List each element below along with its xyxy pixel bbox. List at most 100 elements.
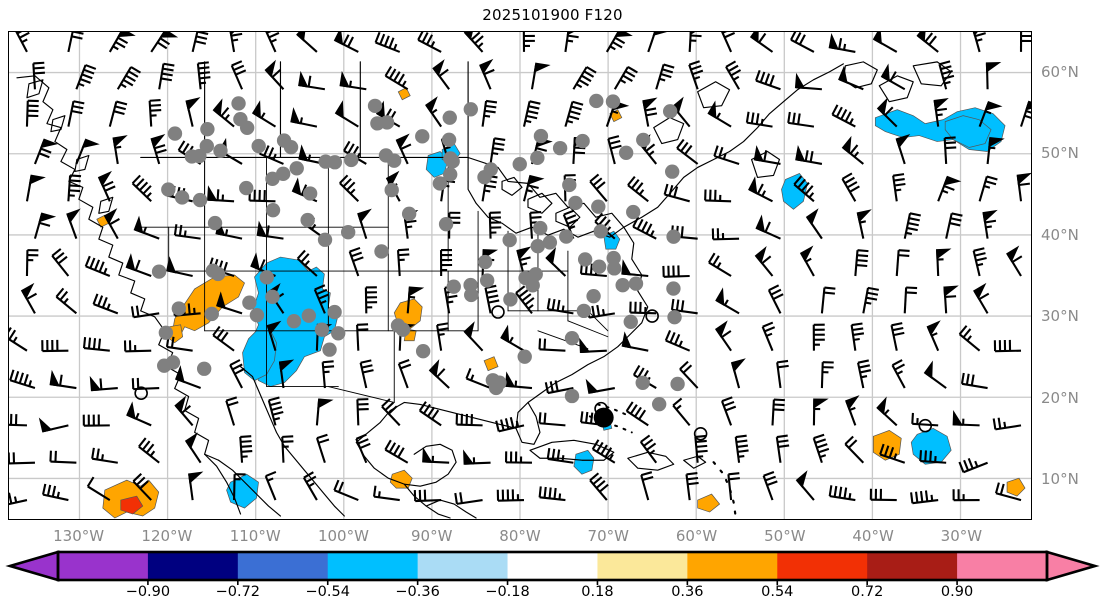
colorbar-segment xyxy=(417,552,509,580)
wind-barb xyxy=(545,246,567,277)
wind-barb xyxy=(794,72,822,91)
shade-region xyxy=(120,495,144,515)
station-marker xyxy=(593,224,608,239)
station-marker xyxy=(327,155,343,170)
wind-barb xyxy=(891,359,906,389)
highlight-marker[interactable] xyxy=(593,407,614,428)
station-marker xyxy=(301,308,317,323)
wind-barb xyxy=(850,322,865,351)
wind-barb xyxy=(33,212,57,239)
station-marker xyxy=(151,264,167,279)
wind-barb xyxy=(972,247,987,277)
wind-barb xyxy=(439,249,453,277)
station-marker xyxy=(200,121,215,137)
station-marker xyxy=(670,376,685,392)
wind-barb xyxy=(230,60,247,90)
wind-barb xyxy=(591,439,616,464)
station-marker xyxy=(502,232,517,248)
station-marker xyxy=(662,104,678,119)
wind-barb xyxy=(395,133,412,165)
wind-barb xyxy=(67,174,82,202)
colorbar-segment xyxy=(867,552,958,580)
station-marker xyxy=(242,295,257,310)
wind-barb xyxy=(212,98,235,128)
lat-tick-label: 40°N xyxy=(1041,225,1079,244)
wind-barb xyxy=(775,434,790,463)
coastline-layer xyxy=(16,61,952,519)
station-marker xyxy=(265,202,281,218)
wind-barb xyxy=(993,339,1022,353)
wind-barb xyxy=(86,476,111,501)
wind-barb xyxy=(25,174,46,202)
lat-tick-label: 10°N xyxy=(1041,470,1079,489)
colorbar-outline xyxy=(56,550,1049,582)
wind-barb xyxy=(625,401,649,427)
wind-barb xyxy=(838,65,864,91)
station-marker xyxy=(442,110,457,125)
wind-barb xyxy=(315,398,334,426)
station-marker xyxy=(275,166,291,181)
wind-barb xyxy=(960,372,988,390)
wind-barb xyxy=(67,100,85,127)
wind-barb xyxy=(958,458,988,474)
wind-barb xyxy=(985,61,1002,90)
wind-barb xyxy=(67,32,84,53)
wind-barb xyxy=(828,485,856,502)
station-marker xyxy=(441,132,457,147)
wind-barb xyxy=(655,63,675,90)
wind-barb xyxy=(150,32,179,53)
wind-barb xyxy=(92,293,119,315)
station-marker xyxy=(161,182,176,197)
station-marker xyxy=(576,303,592,319)
wind-barb xyxy=(66,208,81,240)
wind-barb xyxy=(767,284,784,314)
wind-barb xyxy=(647,32,667,53)
wind-barb xyxy=(621,331,649,352)
wind-barb xyxy=(49,369,77,390)
station-marker xyxy=(479,273,495,288)
wind-barb xyxy=(937,175,962,202)
wind-barb xyxy=(191,32,209,53)
shade-region xyxy=(483,356,499,372)
station-marker xyxy=(314,322,330,337)
wind-barb xyxy=(116,66,142,90)
wind-barb xyxy=(911,412,939,427)
wind-barb xyxy=(572,66,597,90)
wind-barb xyxy=(112,135,128,165)
wind-barb xyxy=(627,175,649,203)
wind-barb xyxy=(936,248,952,277)
wind-barb xyxy=(872,32,898,53)
station-marker xyxy=(432,176,448,191)
station-marker xyxy=(174,190,190,205)
colorbar[interactable]: −0.90 −0.72 −0.54 −0.36 −0.18 0.18 0.36 0.54 0.7… xyxy=(0,548,1105,615)
wind-barb xyxy=(972,32,986,53)
station-marker xyxy=(207,215,223,231)
station-marker xyxy=(586,288,601,304)
station-marker xyxy=(158,325,174,340)
colorbar-segment xyxy=(957,552,1048,580)
station-marker-layer xyxy=(134,93,933,441)
wind-barb xyxy=(734,434,749,463)
wind-barb xyxy=(790,32,815,53)
lat-tick-label: 50°N xyxy=(1041,144,1079,163)
shade-region xyxy=(242,330,277,381)
wind-barb xyxy=(564,32,579,53)
wind-barb xyxy=(504,371,533,390)
lon-tick-label: 120°W xyxy=(141,527,193,545)
wind-barb xyxy=(725,60,742,90)
station-marker xyxy=(533,220,548,236)
wind-barb xyxy=(844,435,865,464)
station-marker xyxy=(559,229,574,244)
map-plot-area[interactable] xyxy=(8,31,1032,520)
station-marker xyxy=(618,145,634,160)
shade-region xyxy=(697,493,721,513)
shade-region xyxy=(603,230,621,250)
wind-barb xyxy=(841,135,864,165)
wind-barb xyxy=(714,320,732,352)
wind-barb xyxy=(15,32,30,53)
wind-barb xyxy=(132,473,152,501)
wind-barb xyxy=(302,471,318,501)
wind-barb xyxy=(49,450,77,464)
wind-barb xyxy=(958,325,981,352)
wind-barb xyxy=(432,59,450,90)
